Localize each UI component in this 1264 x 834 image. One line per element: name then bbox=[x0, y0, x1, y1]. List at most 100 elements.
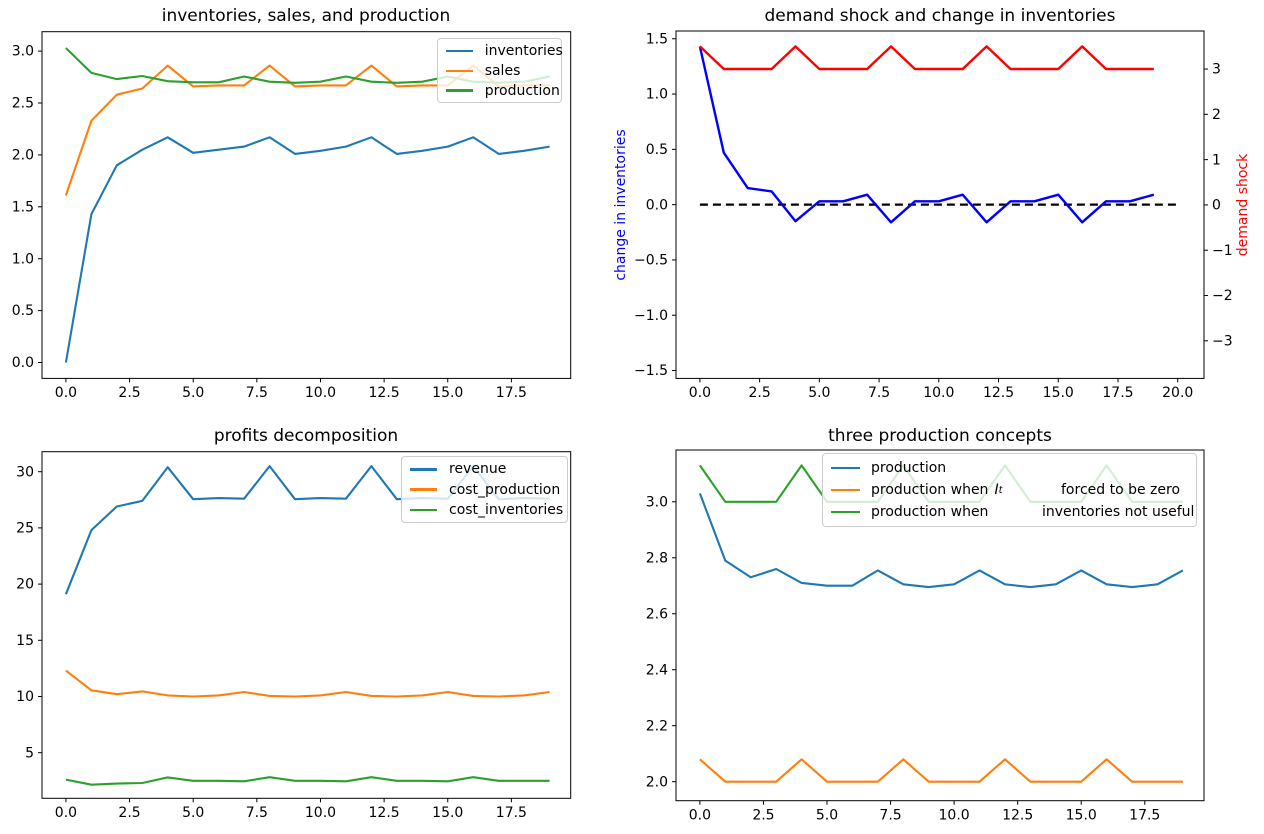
right-y-axis-label: demand shock bbox=[1235, 153, 1251, 257]
legend-label-suffix: inventories not useful bbox=[1042, 504, 1195, 520]
legend-label: inventories bbox=[484, 43, 563, 60]
x-tick-label: 0.0 bbox=[55, 805, 77, 821]
legend-line-swatch bbox=[445, 89, 473, 92]
right-y-tick-label: 2 bbox=[1212, 107, 1221, 123]
x-tick-label: 20.0 bbox=[1162, 385, 1193, 401]
series-line-production bbox=[698, 493, 1184, 589]
y-tick-label: 1.0 bbox=[646, 87, 668, 103]
legend-label: cost_inventories bbox=[449, 501, 564, 518]
x-tick-label: 10.0 bbox=[923, 385, 954, 401]
x-tick-label: 15.0 bbox=[1066, 807, 1097, 823]
y-tick-label: 2.0 bbox=[646, 774, 668, 790]
right-y-tick-label: 1 bbox=[1212, 152, 1221, 168]
y-tick-label: 2.2 bbox=[646, 718, 668, 734]
right-y-tick-label: 3 bbox=[1212, 62, 1221, 78]
chart-title-bottom-left: profits decomposition bbox=[213, 426, 399, 446]
x-tick-label: 5.0 bbox=[808, 385, 830, 401]
x-tick-label: 2.5 bbox=[118, 385, 140, 401]
legend-line-swatch bbox=[410, 508, 437, 511]
x-tick-label: 7.5 bbox=[879, 807, 901, 823]
series-line-demand-shock bbox=[699, 45, 1154, 71]
axes-spines bbox=[41, 31, 572, 379]
axes-spines bbox=[41, 451, 572, 799]
y-tick-label: 2.6 bbox=[646, 606, 668, 622]
y-tick-label: 0.5 bbox=[646, 142, 668, 158]
legend-label-suffix: forced to be zero bbox=[1061, 482, 1181, 498]
legend-label: revenue bbox=[449, 461, 507, 478]
legend-label: production bbox=[484, 82, 560, 99]
legend-item: production when inventories not useful bbox=[823, 504, 1196, 520]
x-tick-label: 2.5 bbox=[752, 807, 774, 823]
x-tick-label: 5.0 bbox=[816, 807, 838, 823]
x-tick-label: 5.0 bbox=[182, 805, 204, 821]
y-tick-label: 10 bbox=[16, 689, 34, 705]
x-tick-label: 15.0 bbox=[432, 385, 463, 401]
chart-three-production-concepts: 0.0 2.5 5.0 7.5 10.0 12.5 15.0 17.5 2.0 2.2 2.4 2.6… bbox=[646, 449, 1205, 823]
y-tick-label: 1.5 bbox=[646, 31, 668, 47]
right-y-tick-label: −2 bbox=[1212, 288, 1233, 304]
x-tick-label: 7.5 bbox=[868, 385, 890, 401]
chart-title-bottom-right: three production concepts bbox=[828, 426, 1052, 446]
y-tick-label: 20 bbox=[16, 577, 34, 593]
y-tick-label: 2.5 bbox=[12, 96, 34, 112]
series-line-inventories bbox=[64, 136, 550, 363]
right-y-tick-label: −3 bbox=[1212, 333, 1233, 349]
legend-line-swatch bbox=[445, 49, 473, 53]
y-tick-label: 0.0 bbox=[646, 197, 668, 213]
legend-line-swatch bbox=[445, 69, 473, 73]
y-tick-label: −0.5 bbox=[634, 253, 668, 269]
legend-item: inventories bbox=[438, 43, 563, 60]
y-tick-label: 1.0 bbox=[12, 251, 34, 267]
legend-line-swatch bbox=[831, 466, 860, 470]
y-tick-label: −1.5 bbox=[634, 363, 668, 379]
x-tick-label: 5.0 bbox=[182, 385, 204, 401]
legend-line-swatch bbox=[410, 488, 437, 491]
legend-profits-chart: revenue cost_production cost_inventories bbox=[401, 456, 568, 523]
legend-line-swatch bbox=[410, 468, 437, 471]
x-tick-label: 7.5 bbox=[246, 805, 268, 821]
x-tick-label: 15.0 bbox=[432, 805, 463, 821]
left-y-axis-label: change in inventories bbox=[613, 129, 629, 281]
y-tick-label: −1.0 bbox=[634, 308, 668, 324]
x-tick-label: 2.5 bbox=[118, 805, 140, 821]
x-tick-label: 10.0 bbox=[939, 807, 970, 823]
legend-label: production when bbox=[871, 482, 989, 498]
series-line-cost_inventories bbox=[65, 776, 550, 786]
y-tick-label: 3.0 bbox=[12, 44, 34, 60]
legend-label: production when bbox=[871, 504, 989, 520]
series-line-cost_production bbox=[65, 669, 550, 698]
y-tick-label: 5 bbox=[25, 745, 34, 761]
math-subscript-t: t bbox=[998, 484, 1003, 496]
x-tick-label: 7.5 bbox=[246, 385, 268, 401]
axes-spines bbox=[675, 30, 1205, 379]
series-line-production-when-It-forced-to-be-zero bbox=[699, 758, 1183, 783]
chart-title-top-left: inventories, sales, and production bbox=[161, 6, 451, 26]
chart-inventories-sales-production: 0.0 2.5 5.0 7.5 10.0 12.5 15.0 17.5 0.0 0.5 1.0 1.5… bbox=[12, 31, 572, 401]
right-y-tick-label: 0 bbox=[1212, 198, 1221, 214]
legend-label: production bbox=[871, 460, 947, 476]
chart-title-top-right: demand shock and change in inventories bbox=[764, 6, 1116, 26]
x-tick-label: 12.5 bbox=[369, 805, 400, 821]
y-tick-label: 15 bbox=[16, 633, 34, 649]
y-tick-label: 2.0 bbox=[12, 148, 34, 164]
series-line-change-in-inventories bbox=[698, 46, 1155, 224]
x-tick-label: 15.0 bbox=[1043, 385, 1074, 401]
axes-spines bbox=[675, 449, 1205, 802]
y-tick-label: 2.8 bbox=[646, 550, 668, 566]
x-tick-label: 17.5 bbox=[1102, 385, 1133, 401]
chart-demand-shock-change-inventories: 0.0 2.5 5.0 7.5 10.0 12.5 15.0 17.5 20.0−1.5−1.0… bbox=[634, 30, 1233, 401]
legend-item: cost_inventories bbox=[402, 502, 567, 518]
legend-line-swatch bbox=[831, 510, 860, 514]
legend-item: sales bbox=[438, 63, 561, 79]
right-y-tick-label: −1 bbox=[1212, 243, 1233, 259]
x-tick-label: 0.0 bbox=[689, 385, 711, 401]
y-tick-label: 1.5 bbox=[12, 199, 34, 215]
x-tick-label: 0.0 bbox=[689, 807, 711, 823]
x-tick-label: 10.0 bbox=[305, 805, 336, 821]
x-tick-label: 12.5 bbox=[983, 385, 1014, 401]
x-tick-label: 17.5 bbox=[1129, 807, 1160, 823]
x-tick-label: 17.5 bbox=[496, 385, 527, 401]
